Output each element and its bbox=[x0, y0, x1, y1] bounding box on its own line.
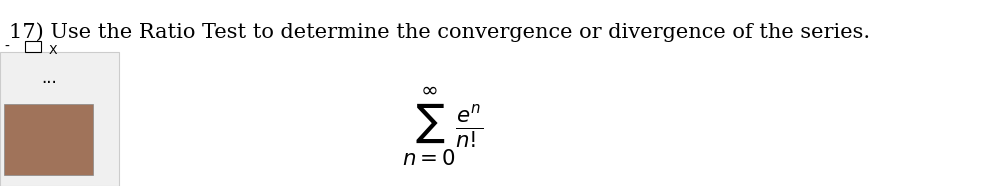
FancyBboxPatch shape bbox=[0, 52, 120, 186]
Text: X: X bbox=[48, 44, 57, 57]
Text: $\sum_{n=0}^{\infty} \frac{e^n}{n!}$: $\sum_{n=0}^{\infty} \frac{e^n}{n!}$ bbox=[402, 85, 483, 168]
Text: -: - bbox=[4, 39, 9, 54]
Text: ...: ... bbox=[41, 69, 56, 87]
FancyBboxPatch shape bbox=[4, 104, 93, 175]
Bar bbox=[25, 41, 41, 52]
Text: 17) Use the Ratio Test to determine the convergence or divergence of the series.: 17) Use the Ratio Test to determine the … bbox=[9, 22, 870, 42]
